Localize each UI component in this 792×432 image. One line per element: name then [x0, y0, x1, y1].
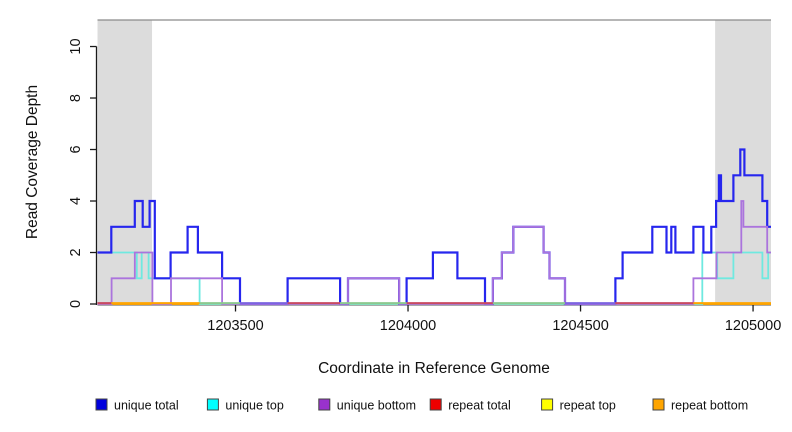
x-tick-label: 1205000: [725, 318, 781, 334]
legend-item-label: unique total: [114, 399, 179, 413]
y-tick-label: 6: [68, 145, 84, 153]
legend: unique total unique top unique bottom repea…: [95, 398, 748, 413]
legend-item: repeat bottom: [652, 398, 748, 413]
y-tick-label: 2: [68, 248, 84, 256]
legend-swatch: [429, 398, 442, 411]
y-tick-label: 0: [68, 300, 84, 308]
legend-item: repeat total: [429, 398, 511, 413]
legend-item: unique bottom: [318, 398, 416, 413]
legend-swatch: [206, 398, 219, 411]
legend-item-label: repeat bottom: [671, 399, 748, 413]
legend-item-label: repeat total: [448, 399, 511, 413]
x-tick-label: 1203500: [207, 318, 263, 334]
legend-item-label: repeat top: [560, 399, 616, 413]
y-axis-title: Read Coverage Depth: [24, 85, 41, 239]
legend-item-label: unique top: [225, 399, 283, 413]
y-tick-label: 10: [68, 38, 84, 54]
y-tick-label: 8: [68, 94, 84, 102]
series-unique-total-line: [97, 148, 771, 306]
legend-swatch: [318, 398, 331, 411]
x-tick-label: 1204000: [380, 318, 436, 334]
chart-layer: 0 2 4 6 8 10 1203500 1204000 1204500 1205000: [68, 19, 781, 334]
legend-swatch: [652, 398, 665, 411]
x-tick-label: 1204500: [552, 318, 608, 334]
y-tick-label: 4: [68, 197, 84, 205]
legend-swatch: [541, 398, 554, 411]
x-axis-title: Coordinate in Reference Genome: [318, 360, 550, 377]
highlight-region: [97, 20, 153, 304]
legend-swatch: [95, 398, 108, 411]
legend-item: repeat top: [541, 398, 616, 413]
legend-item-label: unique bottom: [337, 399, 416, 413]
legend-item: unique top: [206, 398, 284, 413]
legend-item: unique total: [95, 398, 179, 413]
